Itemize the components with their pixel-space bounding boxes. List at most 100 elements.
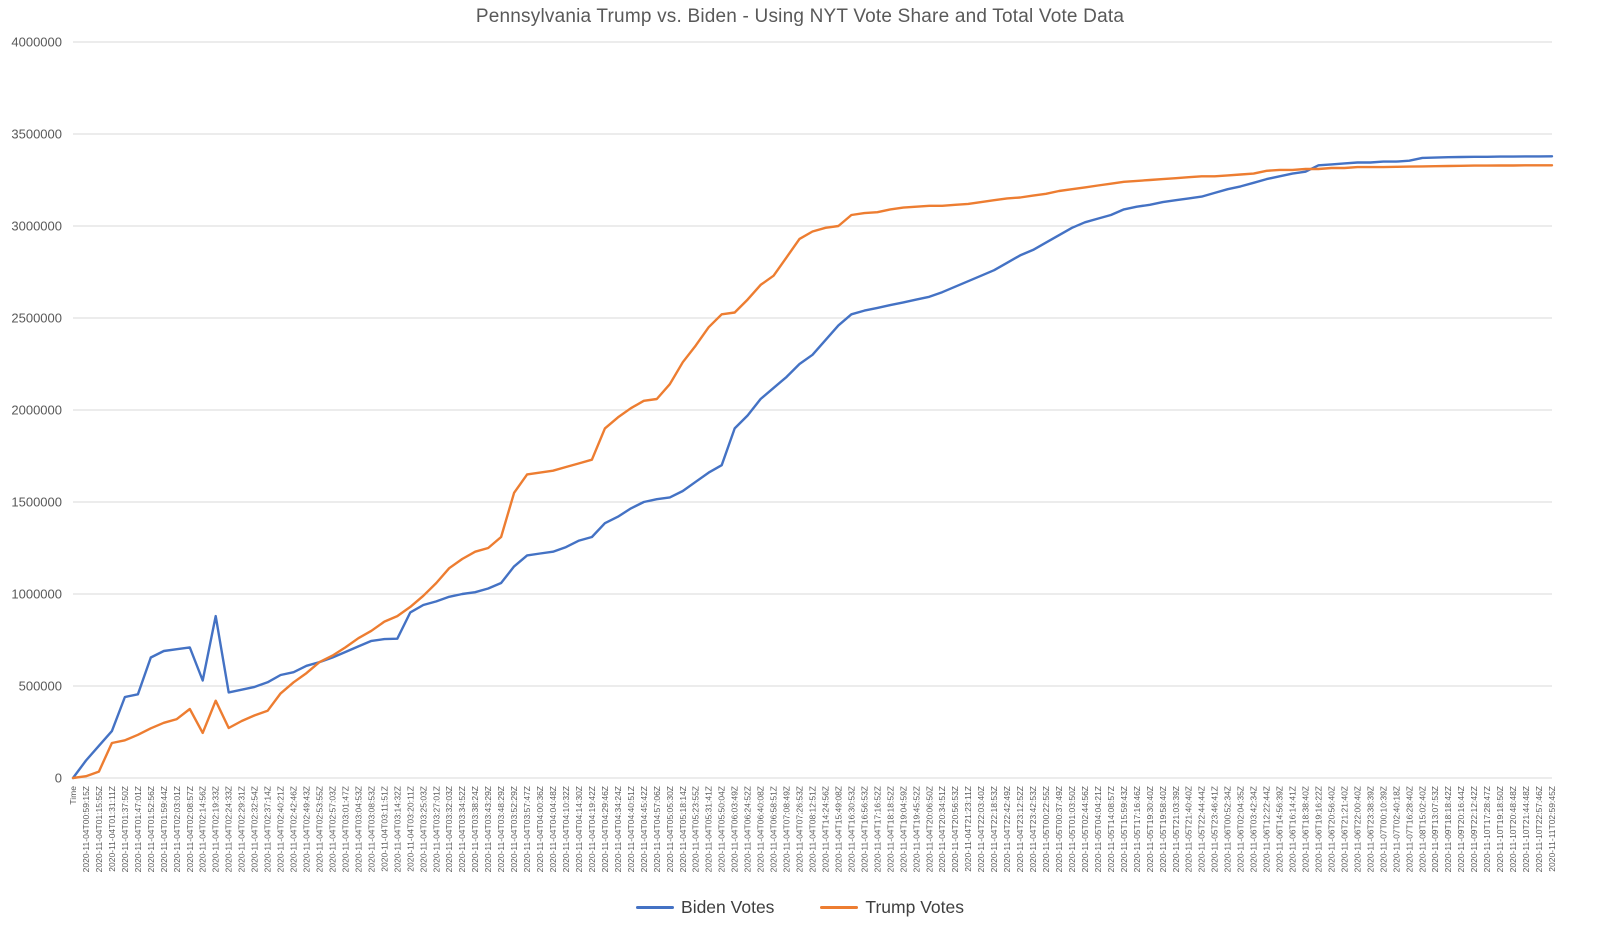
svg-text:2020-11-04T23:42:53Z: 2020-11-04T23:42:53Z — [1028, 786, 1038, 872]
svg-text:2020-11-04T17:16:52Z: 2020-11-04T17:16:52Z — [872, 786, 882, 872]
svg-text:2020-11-04T02:49:43Z: 2020-11-04T02:49:43Z — [302, 786, 312, 872]
svg-text:2020-11-04T02:14:56Z: 2020-11-04T02:14:56Z — [198, 786, 208, 872]
svg-text:2020-11-10T19:18:50Z: 2020-11-10T19:18:50Z — [1495, 786, 1505, 872]
x-axis-tick-labels: Time 2020-11-04T00:59:15Z 2020-11-04T01:15… — [68, 786, 1557, 873]
svg-text:2020-11-05T17:16:46Z: 2020-11-05T17:16:46Z — [1132, 786, 1142, 872]
chart-legend: Biden Votes Trump Votes — [0, 897, 1600, 918]
svg-text:2020-11-05T21:40:40Z: 2020-11-05T21:40:40Z — [1184, 786, 1194, 872]
trump-votes-series-line — [71, 164, 1554, 780]
svg-text:2020-11-04T02:42:46Z: 2020-11-04T02:42:46Z — [289, 786, 299, 872]
svg-text:2020-11-04T04:45:42Z: 2020-11-04T04:45:42Z — [639, 786, 649, 872]
svg-text:2020-11-04T02:53:55Z: 2020-11-04T02:53:55Z — [315, 786, 325, 872]
svg-text:2020-11-04T16:56:53Z: 2020-11-04T16:56:53Z — [859, 786, 869, 872]
svg-text:2020-11-04T00:59:15Z: 2020-11-04T00:59:15Z — [81, 786, 91, 872]
legend-item-biden: Biden Votes — [636, 897, 774, 918]
svg-text:2020-11-04T03:43:29Z: 2020-11-04T03:43:29Z — [483, 786, 493, 872]
svg-text:2020-11-05T21:03:39Z: 2020-11-05T21:03:39Z — [1171, 786, 1181, 872]
svg-text:500000: 500000 — [19, 679, 62, 694]
biden-votes-series-line — [71, 155, 1554, 780]
svg-text:2020-11-04T06:58:51Z: 2020-11-04T06:58:51Z — [769, 786, 779, 872]
svg-text:2020-11-06T19:16:22Z: 2020-11-06T19:16:22Z — [1313, 786, 1323, 872]
svg-text:1000000: 1000000 — [11, 587, 62, 602]
legend-label-trump: Trump Votes — [865, 897, 964, 917]
svg-text:2020-11-06T03:42:34Z: 2020-11-06T03:42:34Z — [1249, 786, 1259, 872]
svg-text:2020-11-05T02:44:56Z: 2020-11-05T02:44:56Z — [1080, 786, 1090, 872]
svg-text:2020-11-04T03:11:51Z: 2020-11-04T03:11:51Z — [379, 786, 389, 872]
svg-text:2020-11-09T22:12:42Z: 2020-11-09T22:12:42Z — [1469, 786, 1479, 872]
svg-text:2020-11-04T02:37:14Z: 2020-11-04T02:37:14Z — [263, 786, 273, 872]
svg-text:2020-11-04T01:52:56Z: 2020-11-04T01:52:56Z — [146, 786, 156, 872]
svg-text:2020-11-04T02:29:31Z: 2020-11-04T02:29:31Z — [237, 786, 247, 872]
svg-text:2020-11-06T22:00:40Z: 2020-11-06T22:00:40Z — [1352, 786, 1362, 872]
svg-text:2020-11-04T03:57:47Z: 2020-11-04T03:57:47Z — [522, 786, 532, 872]
svg-text:2020-11-04T22:18:53Z: 2020-11-04T22:18:53Z — [989, 786, 999, 872]
svg-text:2020-11-04T04:34:24Z: 2020-11-04T04:34:24Z — [613, 786, 623, 872]
svg-text:2020-11-05T04:04:21Z: 2020-11-05T04:04:21Z — [1093, 786, 1103, 872]
svg-text:2020-11-05T00:37:49Z: 2020-11-05T00:37:49Z — [1054, 786, 1064, 872]
svg-text:2020-11-06T20:56:40Z: 2020-11-06T20:56:40Z — [1326, 786, 1336, 872]
svg-text:2020-11-04T16:30:53Z: 2020-11-04T16:30:53Z — [846, 786, 856, 872]
svg-text:2020-11-04T07:08:49Z: 2020-11-04T07:08:49Z — [782, 786, 792, 872]
legend-item-trump: Trump Votes — [820, 897, 964, 918]
svg-text:2020-11-06T16:14:41Z: 2020-11-06T16:14:41Z — [1288, 786, 1298, 872]
svg-text:2020-11-06T00:52:34Z: 2020-11-06T00:52:34Z — [1223, 786, 1233, 872]
svg-text:2000000: 2000000 — [11, 403, 62, 418]
svg-text:2020-11-09T20:16:44Z: 2020-11-09T20:16:44Z — [1456, 786, 1466, 872]
y-axis-tick-labels: 0 500000 1000000 1500000 2000000 2500000 30000… — [11, 35, 62, 786]
svg-text:2020-11-04T02:40:21Z: 2020-11-04T02:40:21Z — [276, 786, 286, 872]
svg-text:2020-11-10T22:57:46Z: 2020-11-10T22:57:46Z — [1534, 786, 1544, 872]
svg-text:2020-11-04T06:03:49Z: 2020-11-04T06:03:49Z — [730, 786, 740, 872]
svg-text:2020-11-04T02:08:57Z: 2020-11-04T02:08:57Z — [185, 786, 195, 872]
svg-text:2020-11-04T05:31:41Z: 2020-11-04T05:31:41Z — [704, 786, 714, 872]
svg-text:2020-11-04T03:52:29Z: 2020-11-04T03:52:29Z — [509, 786, 519, 872]
svg-text:2020-11-04T04:57:06Z: 2020-11-04T04:57:06Z — [652, 786, 662, 872]
svg-text:2020-11-07T16:28:40Z: 2020-11-07T16:28:40Z — [1404, 786, 1414, 872]
svg-text:2020-11-04T03:04:53Z: 2020-11-04T03:04:53Z — [353, 786, 363, 872]
svg-text:2020-11-05T00:22:55Z: 2020-11-05T00:22:55Z — [1041, 786, 1051, 872]
chart-title: Pennsylvania Trump vs. Biden - Using NYT… — [475, 6, 1125, 27]
svg-text:2020-11-04T01:59:44Z: 2020-11-04T01:59:44Z — [159, 786, 169, 872]
svg-text:2020-11-05T14:08:57Z: 2020-11-05T14:08:57Z — [1106, 786, 1116, 872]
svg-text:2020-11-04T01:47:01Z: 2020-11-04T01:47:01Z — [133, 786, 143, 872]
svg-text:2020-11-04T03:38:24Z: 2020-11-04T03:38:24Z — [470, 786, 480, 872]
svg-text:2020-11-04T03:25:03Z: 2020-11-04T03:25:03Z — [418, 786, 428, 872]
svg-text:2020-11-04T01:37:50Z: 2020-11-04T01:37:50Z — [120, 786, 130, 872]
svg-text:2020-11-04T23:12:52Z: 2020-11-04T23:12:52Z — [1015, 786, 1025, 872]
svg-text:2020-11-04T03:20:11Z: 2020-11-04T03:20:11Z — [405, 786, 415, 872]
svg-text:2500000: 2500000 — [11, 311, 62, 326]
svg-text:2020-11-04T20:06:50Z: 2020-11-04T20:06:50Z — [924, 786, 934, 872]
svg-text:2020-11-08T15:02:40Z: 2020-11-08T15:02:40Z — [1417, 786, 1427, 872]
svg-text:2020-11-04T05:50:04Z: 2020-11-04T05:50:04Z — [717, 786, 727, 872]
trump-line-swatch — [820, 906, 859, 909]
svg-text:2020-11-04T05:18:14Z: 2020-11-04T05:18:14Z — [678, 786, 688, 872]
legend-label-biden: Biden Votes — [681, 897, 775, 917]
svg-text:2020-11-10T21:44:48Z: 2020-11-10T21:44:48Z — [1521, 786, 1531, 872]
svg-text:2020-11-05T01:03:50Z: 2020-11-05T01:03:50Z — [1067, 786, 1077, 872]
svg-text:3000000: 3000000 — [11, 219, 62, 234]
svg-text:2020-11-04T04:19:42Z: 2020-11-04T04:19:42Z — [587, 786, 597, 872]
svg-text:2020-11-04T04:40:51Z: 2020-11-04T04:40:51Z — [626, 786, 636, 872]
svg-text:2020-11-10T17:28:47Z: 2020-11-10T17:28:47Z — [1482, 786, 1492, 872]
y-gridlines — [73, 41, 1552, 687]
svg-text:Time: Time — [68, 786, 78, 805]
svg-text:2020-11-04T03:32:03Z: 2020-11-04T03:32:03Z — [444, 786, 454, 872]
svg-text:2020-11-04T07:26:53Z: 2020-11-04T07:26:53Z — [795, 786, 805, 872]
svg-text:2020-11-04T04:00:36Z: 2020-11-04T04:00:36Z — [535, 786, 545, 872]
svg-text:2020-11-06T12:22:44Z: 2020-11-06T12:22:44Z — [1262, 786, 1272, 872]
svg-text:2020-11-04T04:29:46Z: 2020-11-04T04:29:46Z — [600, 786, 610, 872]
svg-text:2020-11-04T22:03:40Z: 2020-11-04T22:03:40Z — [976, 786, 986, 872]
svg-text:2020-11-05T23:46:41Z: 2020-11-05T23:46:41Z — [1210, 786, 1220, 872]
svg-text:2020-11-04T19:45:52Z: 2020-11-04T19:45:52Z — [911, 786, 921, 872]
svg-text:2020-11-04T14:24:56Z: 2020-11-04T14:24:56Z — [820, 786, 830, 872]
svg-text:2020-11-05T19:58:40Z: 2020-11-05T19:58:40Z — [1158, 786, 1168, 872]
svg-text:2020-11-10T20:48:48Z: 2020-11-10T20:48:48Z — [1508, 786, 1518, 872]
svg-text:2020-11-04T06:40:08Z: 2020-11-04T06:40:08Z — [756, 786, 766, 872]
svg-text:2020-11-07T02:40:18Z: 2020-11-07T02:40:18Z — [1391, 786, 1401, 872]
svg-text:1500000: 1500000 — [11, 495, 62, 510]
svg-text:2020-11-09T18:18:42Z: 2020-11-09T18:18:42Z — [1443, 786, 1453, 872]
svg-text:2020-11-04T01:15:55Z: 2020-11-04T01:15:55Z — [94, 786, 104, 872]
svg-text:2020-11-04T03:08:53Z: 2020-11-04T03:08:53Z — [366, 786, 376, 872]
svg-text:2020-11-04T05:05:30Z: 2020-11-04T05:05:30Z — [665, 786, 675, 872]
svg-text:2020-11-04T02:19:33Z: 2020-11-04T02:19:33Z — [211, 786, 221, 872]
